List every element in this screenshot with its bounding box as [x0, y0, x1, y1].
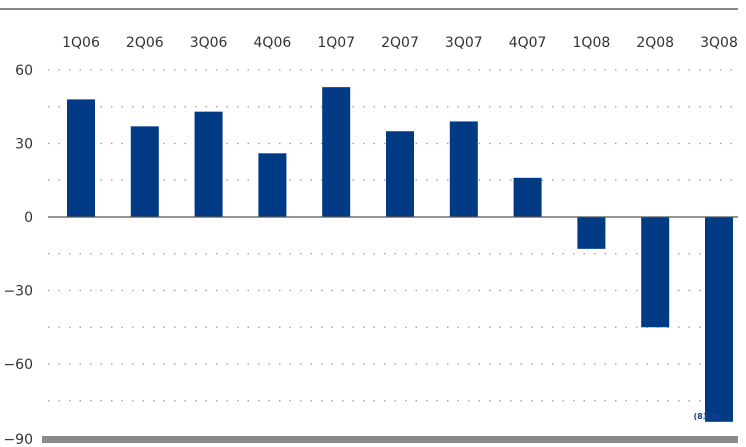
bar [641, 217, 670, 328]
y-tick-label: −60 [3, 357, 33, 373]
bar [513, 177, 542, 217]
bar [194, 111, 223, 217]
x-tick-label: 3Q06 [190, 35, 228, 51]
y-tick-label: 0 [24, 210, 33, 226]
y-tick-label: −90 [3, 432, 33, 447]
bar [258, 153, 287, 217]
x-tick-label: 2Q08 [636, 35, 674, 51]
x-tick-label: 3Q07 [445, 35, 483, 51]
gridlines [48, 69, 738, 402]
x-tick-label: 4Q07 [509, 35, 547, 51]
x-tick-label: 2Q06 [126, 35, 164, 51]
bar [577, 217, 606, 249]
bar [449, 121, 478, 217]
bar [130, 126, 159, 217]
x-tick-label: 4Q06 [254, 35, 292, 51]
bar [386, 131, 414, 217]
data-label: (83.6) [693, 412, 720, 421]
x-tick-label: 2Q07 [381, 35, 419, 51]
bar [67, 99, 95, 217]
y-tick-label: −30 [3, 284, 33, 300]
x-tick-label: 1Q08 [573, 35, 611, 51]
bars [67, 87, 733, 422]
x-axis-categories: 1Q06 2Q06 3Q06 4Q06 1Q07 2Q07 3Q07 4Q07 1Q08 2Q08… [62, 35, 738, 51]
bar [705, 217, 733, 422]
x-tick-label: 1Q07 [317, 35, 355, 51]
data-labels: (83.6) [693, 412, 720, 421]
y-tick-label: 60 [15, 63, 33, 79]
x-tick-label: 3Q08 [700, 35, 738, 51]
y-tick-label: 30 [15, 137, 33, 153]
bottom-axis-bar [42, 436, 738, 443]
x-tick-label: 1Q06 [62, 35, 100, 51]
bar [322, 87, 351, 218]
y-axis-ticks: 60 30 0 −30 −60 −90 [3, 63, 33, 447]
